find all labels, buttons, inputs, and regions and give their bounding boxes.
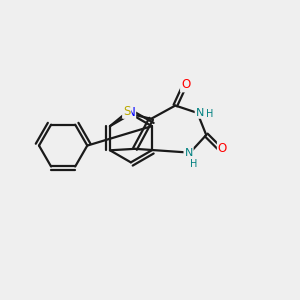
Text: O: O [218,142,227,155]
Text: S: S [123,105,130,118]
Text: N: N [127,106,135,119]
Text: H: H [206,110,214,119]
Text: N: N [196,108,204,118]
Text: O: O [181,78,190,92]
Text: N: N [184,148,193,158]
Text: H: H [190,159,197,169]
